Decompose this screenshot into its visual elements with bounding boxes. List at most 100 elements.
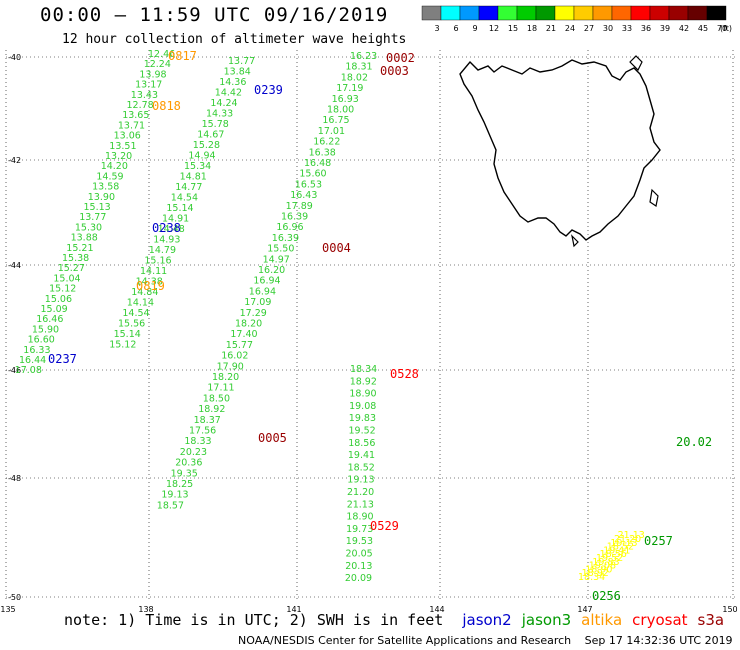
pass-time-label: 0004 bbox=[322, 241, 351, 255]
swh-value: 14.11 bbox=[140, 266, 167, 277]
swh-value: 15.50 bbox=[267, 244, 294, 255]
swh-value: 19.13 bbox=[161, 490, 188, 501]
legend-swatch bbox=[573, 5, 594, 21]
swh-value: 20.05 bbox=[346, 549, 373, 560]
swh-value: 18.92 bbox=[350, 376, 377, 387]
swh-value: 12.78 bbox=[127, 100, 154, 111]
swh-value: 18.02 bbox=[341, 72, 368, 83]
swh-value: 15.30 bbox=[75, 222, 102, 233]
pass-time-label: 0818 bbox=[152, 99, 181, 113]
swh-value: 15.09 bbox=[41, 304, 68, 315]
swh-value: 17.56 bbox=[189, 426, 216, 437]
latitude-label: -42 bbox=[8, 156, 21, 165]
latitude-label: -50 bbox=[8, 593, 21, 602]
swh-value: 14.67 bbox=[197, 130, 224, 141]
pass-time-label: 0529 bbox=[370, 519, 399, 533]
swh-value: 13.88 bbox=[71, 233, 98, 244]
satellite-s3a: s3a bbox=[697, 611, 725, 629]
swh-value: 14.20 bbox=[101, 161, 128, 172]
swh-value: 13.65 bbox=[122, 110, 149, 121]
swh-value: 15.77 bbox=[226, 340, 253, 351]
legend-unit: (ft) bbox=[720, 24, 732, 33]
swh-value: 15.21 bbox=[66, 243, 93, 254]
swh-value: 16.48 bbox=[304, 158, 331, 169]
legend-tick: 70 bbox=[717, 24, 727, 33]
swh-value: 16.94 bbox=[253, 276, 280, 287]
swh-value: 14.24 bbox=[210, 98, 237, 109]
swh-value: 17.11 bbox=[207, 383, 234, 394]
swh-value: 13.84 bbox=[224, 67, 251, 78]
legend-swatch bbox=[630, 5, 651, 21]
legend-swatch bbox=[497, 5, 518, 21]
swh-value: 16.39 bbox=[281, 212, 308, 223]
legend-swatch bbox=[649, 5, 670, 21]
swh-value: 14.93 bbox=[153, 235, 180, 246]
legend-swatch bbox=[440, 5, 461, 21]
swh-value: 18.50 bbox=[203, 393, 230, 404]
satellite-legend: jason2 jason3 altika cryosat s3a bbox=[452, 611, 724, 629]
swh-value: 14.84 bbox=[131, 287, 158, 298]
credit-text: NOAA/NESDIS Center for Satellite Applica… bbox=[238, 634, 572, 647]
pass-time-label: 0528 bbox=[390, 367, 419, 381]
lat-lon-grid: 135 138 141 144 147 150 -40 -42 -44 -46 -48 -50 bbox=[0, 50, 738, 614]
legend-tick: 36 bbox=[641, 24, 651, 33]
legend-tick: 18 bbox=[527, 24, 537, 33]
legend-swatch bbox=[668, 5, 689, 21]
swh-value: 18.92 bbox=[582, 568, 609, 579]
swh-value: 16.60 bbox=[28, 335, 55, 346]
tasmania-coastline bbox=[459, 55, 661, 248]
swh-value: 19.83 bbox=[349, 413, 376, 424]
swh-value: 13.58 bbox=[92, 182, 119, 193]
swh-value: 14.97 bbox=[263, 254, 290, 265]
swh-value: 19.73 bbox=[346, 524, 373, 535]
swh-value: 14.54 bbox=[171, 193, 198, 204]
pass-time-label: 0819 bbox=[136, 279, 165, 293]
swh-value: 19.13 bbox=[610, 538, 637, 549]
swh-value: 16.75 bbox=[322, 115, 349, 126]
swh-value: 13.51 bbox=[109, 141, 136, 152]
swh-value: 15.34 bbox=[184, 161, 211, 172]
swh-value: 14.42 bbox=[215, 88, 242, 99]
swh-value: 16.44 bbox=[19, 355, 46, 366]
swh-value: 12.24 bbox=[144, 59, 171, 70]
map-subtitle: 12 hour collection of altimeter wave hei… bbox=[62, 32, 407, 47]
legend-tick: 33 bbox=[622, 24, 632, 33]
pass-time-label: 0239 bbox=[254, 83, 283, 97]
swh-value: 19.08 bbox=[349, 401, 376, 412]
legend-swatch bbox=[421, 5, 442, 21]
legend-tick: 9 bbox=[472, 24, 477, 33]
pass-time-label: 0003 bbox=[380, 64, 409, 78]
swh-value: 17.01 bbox=[318, 126, 345, 137]
swh-value: 14.54 bbox=[122, 308, 149, 319]
swh-value: 18.37 bbox=[194, 415, 221, 426]
swh-value: 19.35 bbox=[171, 468, 198, 479]
swh-value: 18.31 bbox=[345, 62, 372, 73]
swh-value: 14.14 bbox=[127, 298, 154, 309]
legend-tick: 15 bbox=[508, 24, 518, 33]
longitude-label: 147 bbox=[577, 605, 592, 614]
swh-value: 18.90 bbox=[585, 564, 612, 575]
swh-value: 17.08 bbox=[15, 365, 42, 376]
swh-value: 13.77 bbox=[79, 212, 106, 223]
swh-value: 18.34 bbox=[350, 364, 377, 375]
swh-value: 18.57 bbox=[157, 500, 184, 511]
swh-value: 19.13 bbox=[347, 475, 374, 486]
swh-value: 15.16 bbox=[144, 256, 171, 267]
swh-value: 17.90 bbox=[217, 361, 244, 372]
swh-value: 15.12 bbox=[49, 284, 76, 295]
swh-value: 17.29 bbox=[240, 308, 267, 319]
swh-value: 14.79 bbox=[149, 245, 176, 256]
swh-value: 19.41 bbox=[603, 545, 630, 556]
swh-value: 15.12 bbox=[109, 340, 136, 351]
swh-value: 15.78 bbox=[202, 119, 229, 130]
credit-line: NOAA/NESDIS Center for Satellite Applica… bbox=[238, 634, 733, 647]
pass-time-label: 0256 bbox=[592, 589, 621, 603]
swh-value: 14.36 bbox=[219, 77, 246, 88]
swh-value: 18.25 bbox=[166, 479, 193, 490]
pass-time-label: 0238 bbox=[152, 221, 181, 235]
legend-swatch bbox=[535, 5, 556, 21]
swh-value: 14.94 bbox=[188, 151, 215, 162]
swh-value: 18.33 bbox=[184, 436, 211, 447]
